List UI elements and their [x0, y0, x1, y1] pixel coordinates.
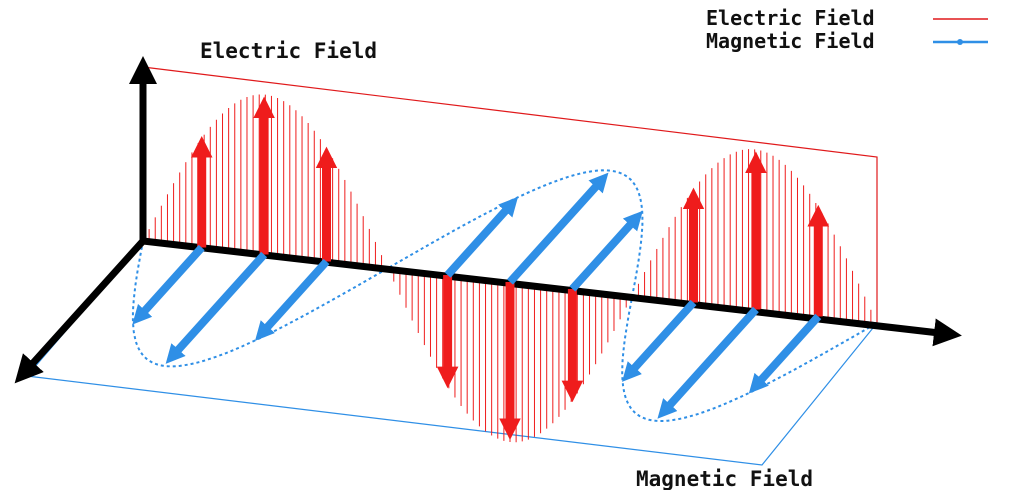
- magnetic-vector-arrow: [165, 251, 268, 364]
- legend: Electric Field Magnetic Field: [706, 6, 988, 53]
- magnetic-vector-arrow: [507, 172, 609, 285]
- electric-field-label: Electric Field: [200, 39, 377, 63]
- magnetic-vector-arrow: [657, 306, 759, 419]
- legend-magnetic-label: Magnetic Field: [706, 29, 875, 53]
- electric-field-vectors: [190, 96, 830, 441]
- magnetic-vector-arrow: [444, 196, 519, 278]
- magnetic-field-label: Magnetic Field: [636, 467, 813, 490]
- magnetic-vector-arrow: [254, 258, 330, 341]
- magnetic-vector-arrow: [132, 244, 205, 325]
- magnetic-vector-arrow: [748, 313, 822, 394]
- magnetic-vector-arrow: [569, 210, 643, 292]
- y-axis: [14, 238, 146, 384]
- magnetic-field-vectors: [132, 172, 822, 419]
- legend-magnetic-dot: [957, 39, 963, 45]
- magnetic-vector-arrow: [621, 299, 697, 382]
- legend-electric-label: Electric Field: [706, 6, 875, 30]
